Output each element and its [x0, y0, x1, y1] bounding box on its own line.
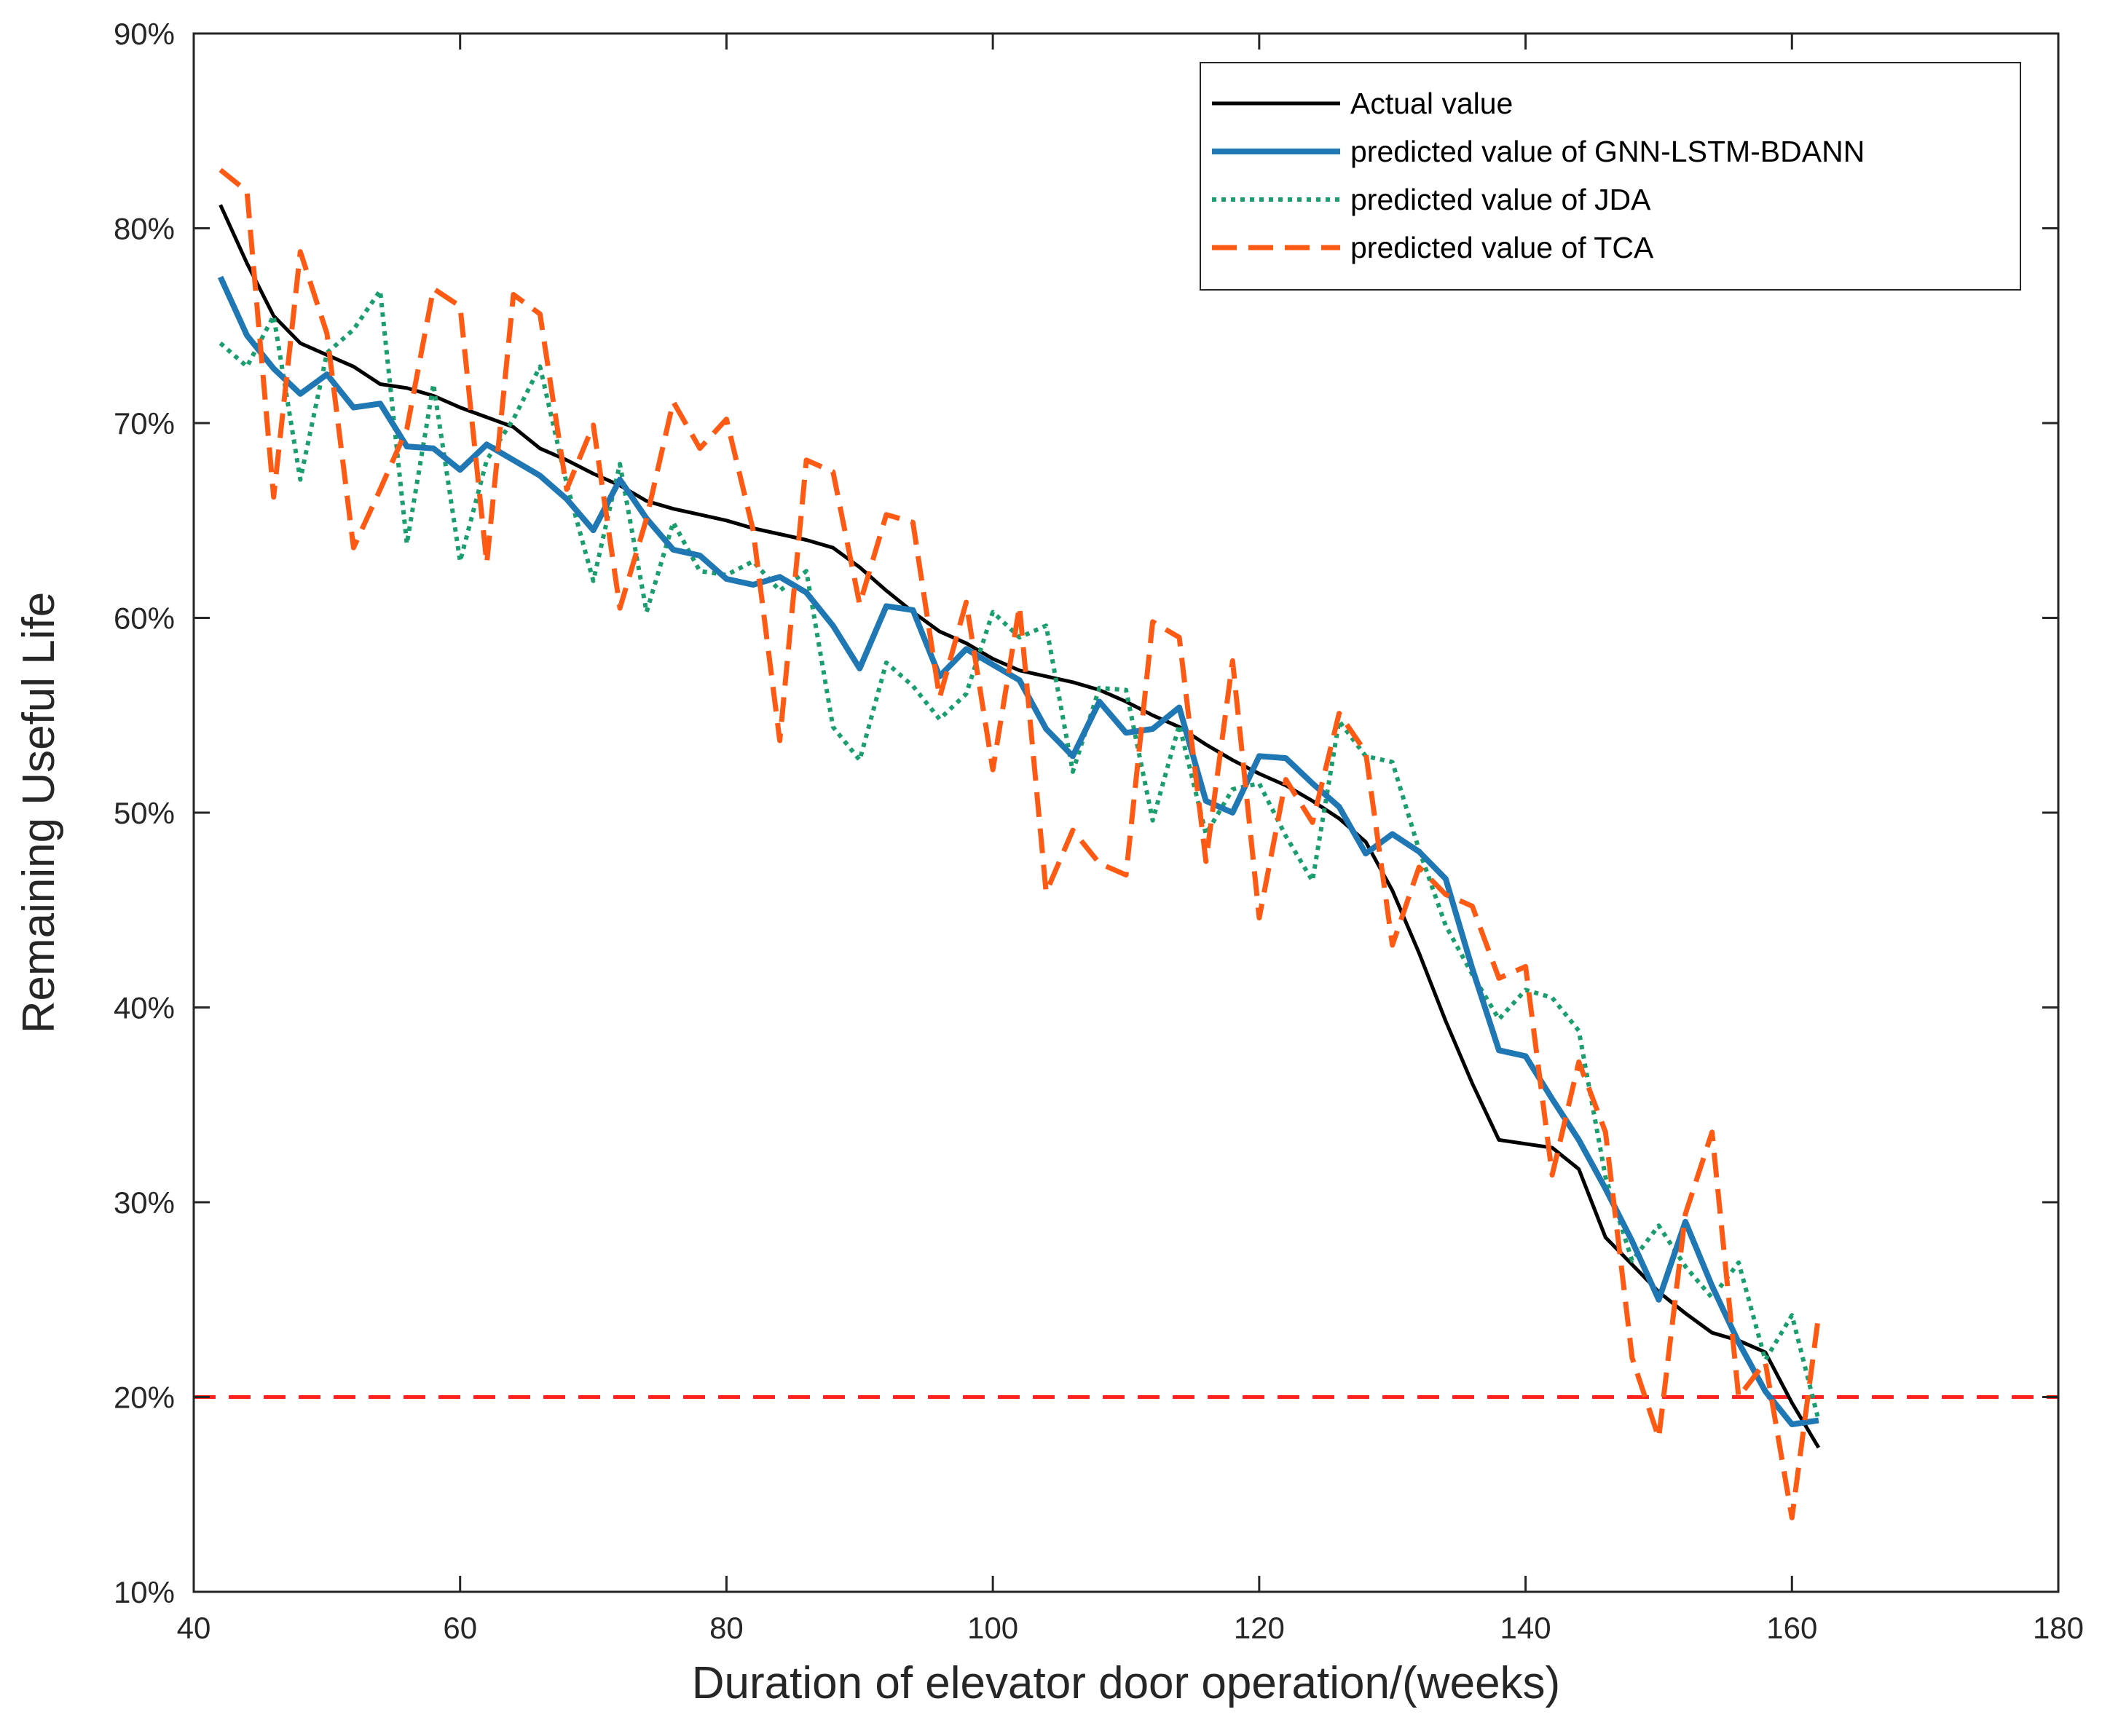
y-tick-label: 10% — [114, 1575, 175, 1609]
jda-line — [219, 288, 1821, 1421]
legend-label: predicted value of TCA — [1350, 231, 1654, 264]
x-tick-label: 160 — [1766, 1611, 1817, 1645]
y-axis-label: Remaining Useful Life — [14, 592, 64, 1034]
legend: Actual value predicted value of GNN-LSTM-… — [1200, 62, 2021, 291]
y-tick-label: 60% — [114, 601, 175, 636]
x-tick-label: 180 — [2033, 1611, 2084, 1645]
y-tick-label: 50% — [114, 796, 175, 830]
x-tick-label: 140 — [1500, 1611, 1551, 1645]
y-tick-label: 80% — [114, 212, 175, 246]
legend-label: Actual value — [1350, 87, 1513, 120]
legend-item-tca: predicted value of TCA — [1212, 231, 1654, 264]
x-tick-label: 40 — [177, 1611, 211, 1645]
tca-line — [219, 167, 1822, 1520]
y-tick-label: 20% — [114, 1381, 175, 1415]
actual-value-line — [219, 204, 1821, 1449]
legend-item-actual: Actual value — [1212, 87, 1513, 120]
legend-item-gnn-lstm-bdann: predicted value of GNN-LSTM-BDANN — [1212, 135, 1865, 168]
y-tick-label: 70% — [114, 406, 175, 441]
gnn-lstm-bdann-line — [217, 275, 1819, 1427]
x-tick-label: 100 — [967, 1611, 1018, 1645]
y-tick-label: 30% — [114, 1185, 175, 1220]
legend-item-jda: predicted value of JDA — [1212, 183, 1651, 216]
ticks-layer: 40 60 80 100 120 140 160 180 10% 20% 30% 40% 50% 60% 7… — [114, 17, 2084, 1645]
legend-label: predicted value of GNN-LSTM-BDANN — [1350, 135, 1865, 168]
legend-box — [1200, 62, 2021, 291]
x-axis-label: Duration of elevator door operation/(wee… — [692, 1658, 1560, 1708]
x-tick-label: 80 — [709, 1611, 744, 1645]
series-layer — [217, 167, 1822, 1520]
y-tick-label: 40% — [114, 991, 175, 1025]
y-tick-label: 90% — [114, 17, 175, 51]
x-tick-label: 120 — [1234, 1611, 1285, 1645]
legend-label: predicted value of JDA — [1350, 183, 1651, 216]
x-tick-label: 60 — [443, 1611, 477, 1645]
